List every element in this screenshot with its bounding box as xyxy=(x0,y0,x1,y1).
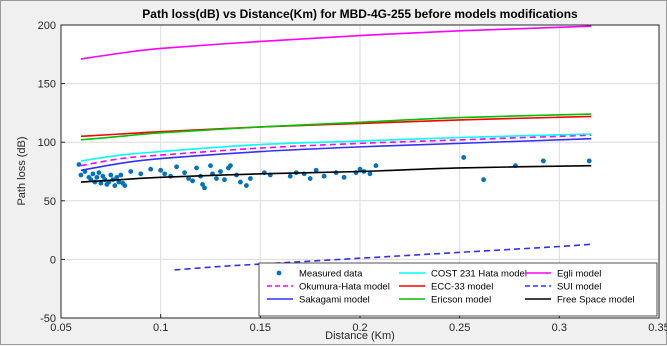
measured-data-point xyxy=(182,170,187,176)
measured-data-point xyxy=(158,167,164,173)
legend-label: Free Space model xyxy=(557,295,635,306)
egli-model-line xyxy=(80,25,592,60)
y-tick-label: 100 xyxy=(38,137,56,149)
legend-label: COST 231 Hata model xyxy=(431,269,527,280)
measured-data-point xyxy=(357,166,363,172)
free-space-model-line xyxy=(80,164,592,183)
legend-label: ECC-33 model xyxy=(431,282,493,293)
measured-data-point xyxy=(222,177,227,183)
okumura-hata-model-line xyxy=(80,134,592,167)
measured-data-point xyxy=(112,183,118,188)
measured-data-point xyxy=(228,163,233,169)
legend-label: SUI model xyxy=(557,282,601,293)
sui-model-line xyxy=(174,243,592,271)
legend-label: Egli model xyxy=(557,269,601,280)
legend-label: Okumura-Hata model xyxy=(299,282,390,293)
x-tick-labels: 0.05 0.1 0.15 0.2 0.25 0.3 0.35 xyxy=(50,314,667,334)
measured-data-point xyxy=(307,176,313,181)
measured-data-point xyxy=(247,176,253,181)
x-tick-label: 0.2 xyxy=(352,322,367,334)
measured-data-point xyxy=(186,176,191,181)
measured-data-point xyxy=(94,174,100,180)
measured-data-point xyxy=(202,185,207,191)
measured-data-point xyxy=(287,173,293,179)
measured-data-point xyxy=(162,171,168,177)
measured-data-point xyxy=(96,170,102,176)
measured-data-point xyxy=(200,181,205,187)
measured-data-point xyxy=(214,176,219,181)
x-tick-label: 0.15 xyxy=(250,322,271,334)
measured-data-point xyxy=(461,155,467,160)
measured-data-point xyxy=(114,174,120,180)
measured-data-point xyxy=(373,163,379,169)
measured-data-point xyxy=(116,179,122,185)
x-tick-label: 0.25 xyxy=(449,322,470,334)
measured-data-point xyxy=(122,183,128,188)
cost-231-hata-model-line xyxy=(80,133,592,162)
chart-title: Path loss(dB) vs Distance(Km) for MBD-4G… xyxy=(142,7,578,21)
x-tick-label: 0.35 xyxy=(648,322,667,334)
y-tick-label: 0 xyxy=(50,254,56,266)
measured-data-point xyxy=(138,171,144,177)
measured-data-point xyxy=(98,180,104,186)
measured-data-point xyxy=(76,162,82,167)
legend-box xyxy=(258,262,658,317)
y-tick-label: 150 xyxy=(38,79,56,91)
sakagami-model-line xyxy=(80,137,592,172)
y-axis-label: Path loss (dB) xyxy=(16,136,28,205)
ericson-model-line xyxy=(80,113,592,141)
measured-data-point xyxy=(174,164,180,170)
legend-label: Sakagami model xyxy=(299,295,370,306)
measured-data-point xyxy=(586,158,592,164)
measured-data-point xyxy=(118,172,124,178)
series-layer xyxy=(76,25,592,271)
measured-data-point xyxy=(148,166,154,172)
measured-data-point xyxy=(194,165,199,171)
measured-data-point xyxy=(367,171,373,177)
measured-data-point xyxy=(100,173,106,179)
y-tick-label: -50 xyxy=(40,313,56,325)
x-axis-label: Distance (Km) xyxy=(325,330,395,342)
measured-data-point xyxy=(208,163,213,169)
measured-data-point xyxy=(321,173,327,179)
measured-data-point xyxy=(341,174,347,180)
legend: Measured data COST 231 Hata model Egli mod… xyxy=(258,262,658,317)
x-tick-label: 0.3 xyxy=(552,322,567,334)
measured-data-point xyxy=(108,172,114,178)
measured-data-point xyxy=(90,171,96,177)
x-tick-label: 0.1 xyxy=(153,322,168,334)
measured-data-point xyxy=(128,169,134,174)
measured-data-point xyxy=(481,177,486,183)
measured-data-point xyxy=(243,183,249,188)
measured-data-point xyxy=(78,172,84,178)
measured-data-point xyxy=(313,167,319,173)
legend-label: Measured data xyxy=(299,269,363,280)
measured-data-point xyxy=(218,169,223,174)
y-tick-labels: -50 0 50 100 150 200 xyxy=(38,20,65,325)
measured-data-point xyxy=(540,158,546,164)
legend-swatch xyxy=(276,270,282,276)
x-tick-label: 0.05 xyxy=(50,322,71,334)
measured-data-points xyxy=(76,155,592,191)
y-tick-label: 200 xyxy=(38,20,56,32)
y-tick-label: 50 xyxy=(44,196,56,208)
measured-data-point xyxy=(190,178,195,184)
measured-data-point xyxy=(238,179,243,185)
legend-label: Ericson model xyxy=(431,295,491,306)
